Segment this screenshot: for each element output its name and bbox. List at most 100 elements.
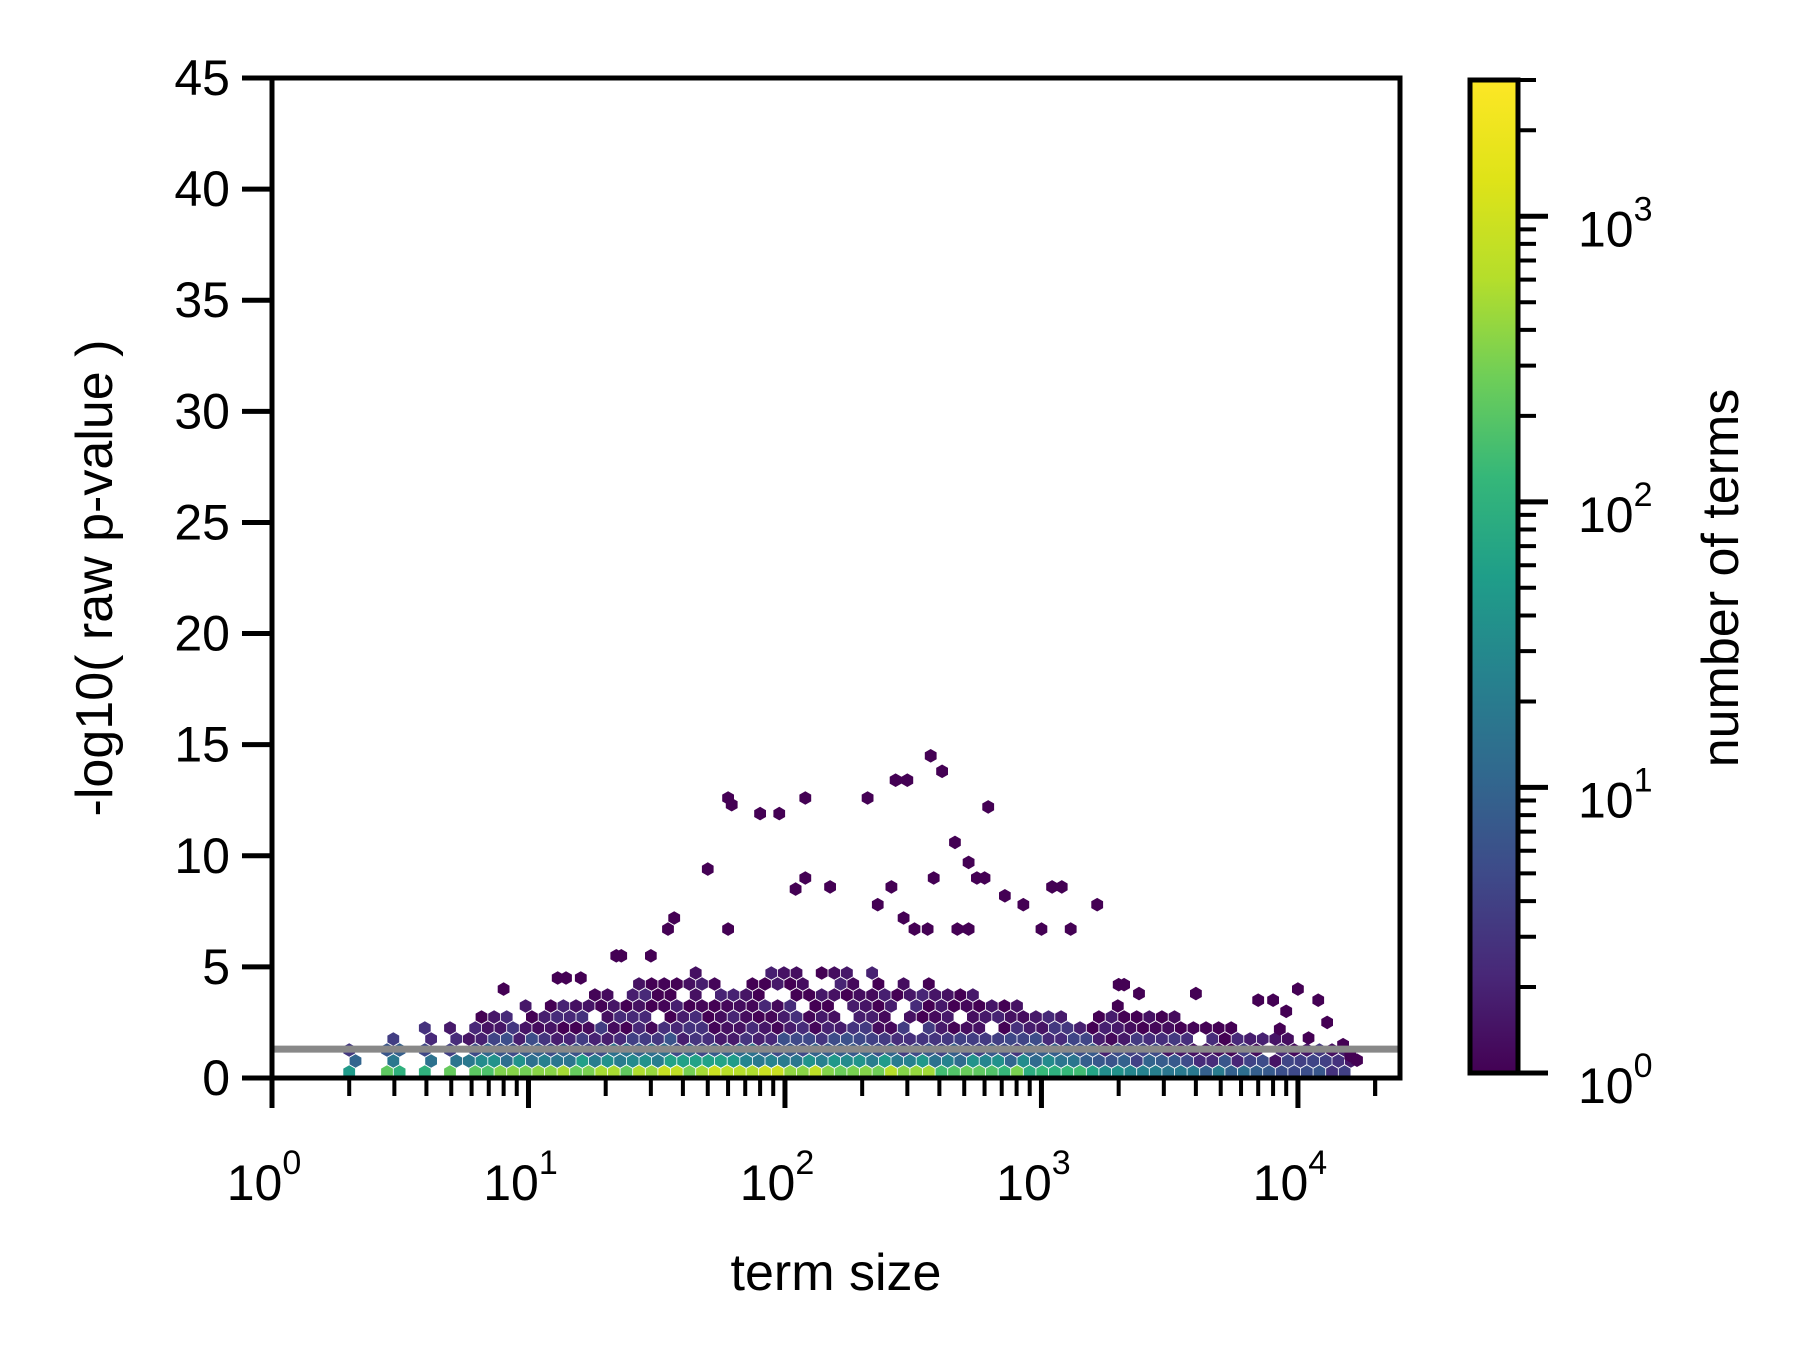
hex-cell [683,999,696,1013]
hex-cell [532,1065,545,1078]
hex-cell [809,999,822,1013]
hex-cell [733,1021,746,1035]
hex-cell [708,1065,721,1078]
hex-cell [450,1054,463,1068]
y-tick-label: 0 [202,1050,230,1106]
hex-cell [901,773,914,787]
hex-cell [1181,1054,1193,1068]
hex-cell [1061,1065,1074,1078]
hex-cell [847,1065,860,1078]
hex-cell [481,1065,494,1078]
hex-cell [601,988,614,1002]
hex-cell [778,1054,790,1068]
hex-cell [740,988,752,1002]
hex-cell [614,1054,626,1068]
hex-cell [1190,986,1202,1001]
hex-cell [910,1065,923,1078]
hex-cell [1105,1054,1118,1068]
hex-cell [935,999,948,1013]
hex-cell [1149,1065,1162,1078]
hex-cell [878,988,891,1002]
y-axis-label: -log10( raw p-value ) [66,340,124,817]
hex-cell [1302,1031,1315,1045]
hex-cell [853,1032,866,1046]
hex-cell [841,1054,853,1068]
hex-cell [803,1032,815,1046]
hex-cell [1275,1065,1288,1078]
hex-cell [809,1065,822,1078]
hex-cell [343,1065,356,1078]
hex-cell [689,966,702,980]
hex-cell [1282,1032,1294,1046]
hex-cell [784,999,797,1013]
hex-cell [727,988,740,1002]
hex-cell [1067,1032,1080,1046]
hex-cell [1055,880,1068,894]
hex-cell [799,791,812,805]
hex-cell [494,1065,507,1078]
hex-cell [513,1032,526,1046]
hex-cell [425,1054,437,1068]
hex-cell [740,1054,752,1068]
hex-cell [1055,1032,1067,1046]
hex-cell [1064,922,1077,936]
hex-cell [752,1010,765,1024]
y-tick-label: 40 [174,161,230,217]
hex-cell [702,1054,715,1068]
hex-cell [796,1065,809,1078]
hex-cell [803,1010,815,1024]
hex-cell [1225,1065,1238,1078]
hex-cell [872,1021,885,1035]
hex-cell [668,911,681,925]
hex-cell [696,1021,708,1035]
hex-cell [872,999,885,1013]
hex-cell [620,999,633,1013]
hex-cell [815,1010,828,1024]
hex-cell [658,1021,671,1035]
hex-cell [910,999,923,1013]
hex-cell [859,1065,872,1078]
hex-cell [538,1054,551,1068]
hex-cell [645,1021,658,1035]
hex-cell [1156,1054,1168,1068]
hex-cell [771,1065,784,1078]
hex-cell [1111,999,1124,1013]
hex-cell [1035,922,1048,936]
hex-cell [1267,993,1279,1007]
hex-cell [960,1065,973,1078]
hex-cell [1149,1021,1162,1035]
hex-cell [967,1032,979,1046]
hex-cell [557,1065,570,1078]
hex-cell [574,971,587,985]
hex-cell [1130,1010,1143,1024]
hex-cell [475,1010,488,1024]
hex-cell [664,1010,677,1024]
colorbar-ticks: 100 101 102 103 [1518,78,1653,1114]
hex-cell [1099,1021,1112,1035]
hex-cell [595,999,608,1013]
hex-cell [1288,1065,1301,1078]
hex-cell [725,797,738,812]
hex-cell [1212,1021,1225,1035]
hex-cell [538,1032,551,1046]
hex-cell [828,988,841,1002]
colorbar [1467,77,1521,1076]
hex-cell [765,1010,778,1024]
hex-cell [1118,1010,1130,1024]
hex-cell [381,1065,393,1078]
hex-cell [557,1021,570,1035]
hex-cell [708,1021,721,1035]
hex-cell [935,1065,948,1078]
hex-cell [662,922,674,936]
hex-cell [891,1054,904,1068]
hex-cell [962,922,975,936]
hex-cell [551,1032,563,1046]
hex-cell [759,1021,771,1035]
hex-cell [513,1054,526,1068]
hex-cell [1351,1053,1363,1067]
hex-cell [633,977,645,991]
hex-cell [696,1065,708,1078]
hex-cell [1030,1054,1042,1068]
hex-cell [1282,1054,1294,1068]
hex-cell [721,999,734,1013]
